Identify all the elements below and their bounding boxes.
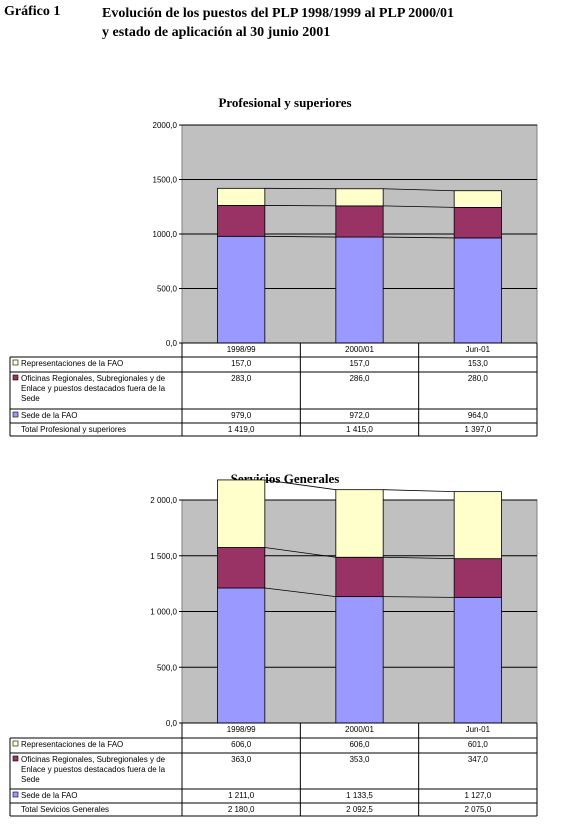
chart-1-legend-key: [12, 359, 19, 366]
chart-2-legend-key: [12, 755, 19, 762]
chart-2-y-tick-label: 500,0: [157, 663, 178, 672]
chart-1-series-name: Representaciones de la FAO: [21, 359, 123, 368]
chart-2-category-label: 2000/01: [345, 725, 374, 734]
chart-1-svg: 0,0 500,0 1000,0 1500,0 2000,0 1998/99 2000/01…: [9, 121, 538, 437]
chart-1-series-name: Oficinas Regionales, Subregionales y de E…: [21, 374, 166, 403]
chart-1-bar-segment: [453, 190, 502, 208]
chart-1-legend-key: [12, 411, 19, 418]
chart-2-legend-key: [12, 791, 19, 798]
chart-2-series-name: Representaciones de la FAO: [21, 740, 123, 749]
chart-1-legend-key: [12, 374, 19, 381]
chart-2-value-label: 601,0: [468, 740, 489, 749]
chart-2-bar-segment: [217, 547, 266, 589]
chart-2-series-line: [383, 556, 455, 560]
chart-2-bar-segment: [453, 558, 502, 598]
chart-2-series-line: [383, 596, 455, 598]
figure-label: Gráfico 1: [4, 4, 61, 19]
chart-1-value-label: 280,0: [468, 374, 489, 383]
chart-2-total-value: 2 075,0: [464, 805, 491, 814]
chart-2-y-tick-label: 1 500,0: [150, 552, 177, 561]
figure-title-line-1: Evolución de los puestos del PLP 1998/19…: [102, 6, 454, 21]
chart-1-total-value: 1 415,0: [346, 425, 373, 434]
chart-2-series-name: Oficinas Regionales, Subregionales y de E…: [21, 755, 166, 784]
chart-2-bar-segment: [335, 489, 384, 558]
chart-1-series-line: [383, 205, 455, 208]
chart-1-series-name: Sede de la FAO: [21, 411, 77, 420]
chart-1-value-label: 283,0: [231, 374, 252, 383]
chart-2-bar-segment: [453, 596, 502, 724]
chart-1-value-label: 979,0: [231, 411, 252, 420]
chart-2-y-tick-label: 2 000,0: [150, 496, 177, 505]
chart-1-total-name: Total Profesional y superiores: [21, 425, 126, 434]
chart-1-bar-segment: [335, 188, 384, 207]
chart-1-category-label: Jun-01: [466, 345, 491, 354]
chart-2-bar-segment: [335, 596, 384, 724]
chart-1-y-tick-label: 0,0: [166, 339, 178, 348]
chart-2-series-line: [264, 547, 336, 558]
chart-1-y-tick-label: 1500,0: [153, 176, 178, 185]
chart-1-y-tick-label: 1000,0: [153, 230, 178, 239]
chart-1-total-value: 1 419,0: [228, 425, 255, 434]
chart-1-series-line: [383, 188, 455, 192]
chart-1-series-line: [264, 235, 336, 238]
chart-2-series-line: [383, 489, 455, 493]
chart-1-title: Profesional y superiores: [218, 95, 352, 110]
chart-2-value-label: 1 211,0: [228, 791, 255, 800]
chart-2-series-line: [264, 479, 336, 491]
chart-2-total-value: 2 092,5: [346, 805, 373, 814]
chart-1-value-label: 157,0: [231, 359, 252, 368]
chart-1-value-label: 286,0: [349, 374, 370, 383]
chart-1-category-label: 1998/99: [227, 345, 256, 354]
chart-1-category-label: 2000/01: [345, 345, 374, 354]
chart-1-bar-segment: [335, 205, 384, 238]
chart-2-bar-segment: [217, 479, 266, 548]
chart-2-value-label: 1 133,5: [346, 791, 373, 800]
chart-1-total-value: 1 397,0: [464, 425, 491, 434]
chart-2-value-label: 353,0: [349, 755, 370, 764]
chart-2-total-name: Total Sevicios Generales: [21, 805, 109, 814]
chart-1-value-label: 964,0: [468, 411, 489, 420]
chart-1-bar-segment: [453, 207, 502, 239]
chart-2-category-label: 1998/99: [227, 725, 256, 734]
chart-1-y-tick-label: 500,0: [157, 285, 178, 294]
chart-2-y-tick-label: 0,0: [166, 719, 178, 728]
chart-2-category-label: Jun-01: [466, 725, 491, 734]
chart-1-value-label: 972,0: [349, 411, 370, 420]
chart-1-bar-segment: [217, 187, 266, 206]
chart-2-bar-segment: [453, 491, 502, 560]
chart-2-y-tick-label: 1 000,0: [150, 608, 177, 617]
chart-2-series-name: Sede de la FAO: [21, 791, 77, 800]
chart-2-bar-segment: [335, 556, 384, 598]
chart-1-value-label: 157,0: [349, 359, 370, 368]
chart-2-value-label: 363,0: [231, 755, 252, 764]
figure-title-line-2: y estado de aplicación al 30 junio 2001: [102, 25, 331, 40]
chart-1-series-line: [383, 236, 455, 239]
figure-title: Evolución de los puestos del PLP 1998/19…: [102, 4, 454, 42]
chart-2-total-value: 2 180,0: [228, 805, 255, 814]
chart-2-value-label: 1 127,0: [464, 791, 491, 800]
chart-2-value-label: 347,0: [468, 755, 489, 764]
chart-2-series-line: [264, 587, 336, 598]
chart-1-bar-segment: [217, 235, 266, 344]
chart-1-y-tick-label: 2000,0: [153, 121, 178, 130]
chart-2-value-label: 606,0: [349, 740, 370, 749]
chart-1-value-label: 153,0: [468, 359, 489, 368]
chart-1-bar-segment: [217, 205, 266, 237]
chart-2-legend-key: [12, 740, 19, 747]
chart-2-value-label: 606,0: [231, 740, 252, 749]
chart-2-bar-segment: [217, 587, 266, 724]
